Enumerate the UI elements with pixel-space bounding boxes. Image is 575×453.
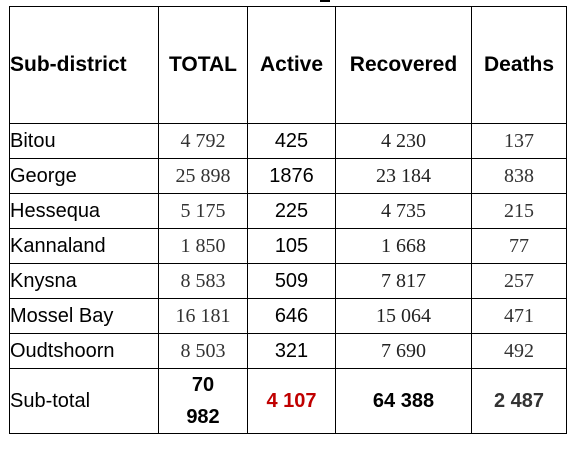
subtotal-active: 4 107 bbox=[247, 368, 336, 434]
cell-total: 4 792 bbox=[158, 123, 248, 159]
header-recovered: Recovered bbox=[335, 6, 472, 124]
cell-total: 8 583 bbox=[158, 263, 248, 299]
cell-sub-district: Mossel Bay bbox=[9, 298, 159, 334]
subtotal-total-line2: 982 bbox=[186, 406, 220, 428]
cell-recovered: 23 184 bbox=[335, 158, 472, 194]
header-deaths: Deaths bbox=[471, 6, 567, 124]
cell-deaths: 838 bbox=[471, 158, 567, 194]
cell-sub-district: George bbox=[9, 158, 159, 194]
subtotal-deaths: 2 487 bbox=[471, 368, 567, 434]
cell-deaths: 492 bbox=[471, 333, 567, 369]
cell-active: 646 bbox=[247, 298, 336, 334]
table-row: Mossel Bay 16 181 646 15 064 471 bbox=[9, 298, 567, 334]
cell-active: 321 bbox=[247, 333, 336, 369]
cell-deaths: 215 bbox=[471, 193, 567, 229]
cell-total: 8 503 bbox=[158, 333, 248, 369]
cell-deaths: 137 bbox=[471, 123, 567, 159]
cell-sub-district: Knysna bbox=[9, 263, 159, 299]
cell-recovered: 7 690 bbox=[335, 333, 472, 369]
header-sub-district: Sub-district bbox=[9, 6, 159, 124]
cell-active: 509 bbox=[247, 263, 336, 299]
cell-sub-district: Oudtshoorn bbox=[9, 333, 159, 369]
header-row: Sub-district TOTAL Active Recovered Deat… bbox=[9, 6, 567, 124]
cell-deaths: 77 bbox=[471, 228, 567, 264]
cell-recovered: 4 735 bbox=[335, 193, 472, 229]
subtotal-total-line1: 70 bbox=[191, 374, 215, 396]
cell-deaths: 257 bbox=[471, 263, 567, 299]
subtotal-recovered: 64 388 bbox=[335, 368, 472, 434]
cell-recovered: 1 668 bbox=[335, 228, 472, 264]
covid-cases-table: Sub-district TOTAL Active Recovered Deat… bbox=[9, 6, 567, 434]
table-row: Hessequa 5 175 225 4 735 215 bbox=[9, 193, 567, 229]
subtotal-total: 70 982 bbox=[158, 368, 248, 434]
table-row: Kannaland 1 850 105 1 668 77 bbox=[9, 228, 567, 264]
cell-sub-district: Kannaland bbox=[9, 228, 159, 264]
cell-active: 1876 bbox=[247, 158, 336, 194]
cell-active: 105 bbox=[247, 228, 336, 264]
table-row: Bitou 4 792 425 4 230 137 bbox=[9, 123, 567, 159]
subtotal-label: Sub-total bbox=[9, 368, 159, 434]
cell-deaths: 471 bbox=[471, 298, 567, 334]
cell-active: 225 bbox=[247, 193, 336, 229]
header-total: TOTAL bbox=[158, 6, 248, 124]
cropped-top-mark bbox=[320, 0, 330, 2]
table-row: George 25 898 1876 23 184 838 bbox=[9, 158, 567, 194]
cell-total: 1 850 bbox=[158, 228, 248, 264]
subtotal-row: Sub-total 70 982 4 107 64 388 2 487 bbox=[9, 368, 567, 434]
cell-sub-district: Bitou bbox=[9, 123, 159, 159]
cell-recovered: 15 064 bbox=[335, 298, 472, 334]
cell-total: 5 175 bbox=[158, 193, 248, 229]
cell-sub-district: Hessequa bbox=[9, 193, 159, 229]
table-row: Knysna 8 583 509 7 817 257 bbox=[9, 263, 567, 299]
cell-recovered: 4 230 bbox=[335, 123, 472, 159]
cell-active: 425 bbox=[247, 123, 336, 159]
cell-total: 16 181 bbox=[158, 298, 248, 334]
cell-recovered: 7 817 bbox=[335, 263, 472, 299]
header-active: Active bbox=[247, 6, 336, 124]
cell-total: 25 898 bbox=[158, 158, 248, 194]
table-row: Oudtshoorn 8 503 321 7 690 492 bbox=[9, 333, 567, 369]
